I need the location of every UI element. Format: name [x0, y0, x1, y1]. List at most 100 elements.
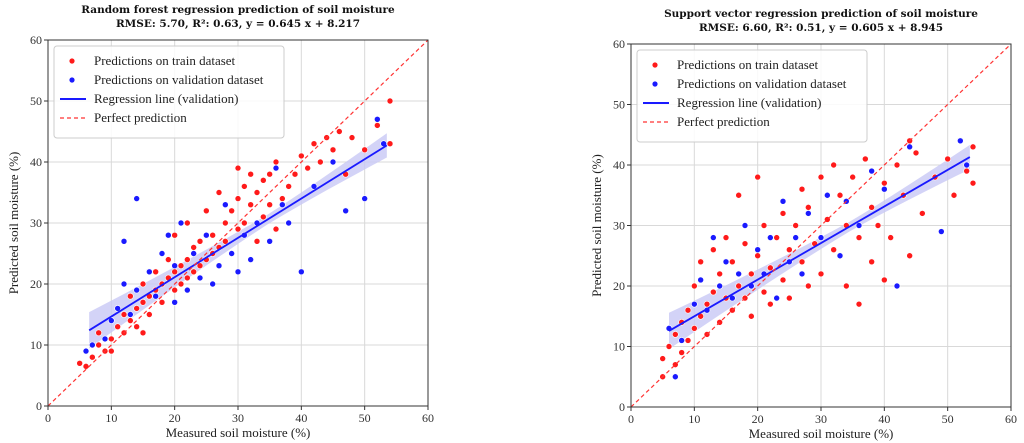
x-tick-label: 10	[105, 411, 117, 425]
train-point	[272, 158, 280, 166]
y-tick-label: 60	[30, 33, 42, 47]
train-point	[672, 331, 679, 338]
x-tick-label: 20	[752, 412, 764, 426]
validation-point	[342, 207, 349, 215]
chart-2: Support vector regression prediction of …	[589, 8, 1017, 441]
train-point	[266, 170, 273, 178]
train-point	[114, 323, 121, 331]
train-point	[127, 317, 134, 324]
train-point	[665, 343, 673, 350]
train-point	[203, 207, 210, 215]
train-point	[310, 140, 318, 147]
train-point	[862, 155, 869, 163]
train-point	[887, 234, 894, 241]
validation-point	[222, 201, 229, 208]
train-point	[272, 225, 280, 233]
train-point	[691, 282, 698, 290]
train-point	[165, 256, 172, 263]
train-point	[361, 146, 368, 154]
validation-point	[710, 234, 717, 241]
y-tick-label: 20	[30, 277, 42, 291]
train-point	[260, 177, 267, 184]
validation-point	[678, 337, 685, 344]
train-point	[779, 276, 787, 284]
train-point	[893, 161, 901, 169]
x-axis-label: Measured soil moisture (%)	[749, 426, 894, 441]
train-points	[659, 137, 977, 381]
train-point	[710, 288, 717, 296]
legend-label: Perfect prediction	[677, 114, 770, 129]
train-point	[817, 270, 825, 278]
train-point	[963, 167, 970, 175]
train-point	[190, 268, 197, 276]
train-point	[386, 97, 394, 105]
y-tick-label: 40	[30, 155, 42, 169]
x-tick-label: 30	[232, 411, 244, 425]
validation-point	[836, 252, 844, 260]
y-axis-label: Predicted soil moisture (%)	[6, 152, 21, 295]
train-point	[171, 268, 178, 276]
validation-point	[798, 270, 806, 278]
validation-point	[957, 137, 964, 145]
train-point	[152, 268, 159, 276]
train-point	[304, 164, 311, 172]
validation-point	[190, 250, 197, 257]
train-point	[912, 149, 920, 157]
validation-point	[691, 300, 698, 308]
train-point	[386, 140, 394, 147]
y-tick-label: 40	[613, 158, 625, 172]
validation-point	[881, 185, 888, 193]
train-point	[830, 246, 837, 253]
train-point	[184, 256, 191, 263]
y-tick-label: 20	[613, 279, 625, 293]
validation-point	[266, 238, 273, 245]
train-point	[659, 355, 666, 362]
train-point	[253, 238, 261, 245]
train-point	[849, 173, 856, 181]
x-tick-label: 30	[815, 412, 827, 426]
plot-frame	[47, 39, 429, 407]
validation-point	[767, 234, 774, 241]
train-point	[950, 191, 958, 199]
train-point	[228, 207, 235, 215]
train-point	[969, 143, 977, 151]
validation-points	[82, 116, 387, 355]
validation-point	[152, 292, 159, 300]
train-point	[710, 246, 717, 253]
chart-subtitle: RMSE: 6.60, R²: 0.51, y = 0.605 x + 8.94…	[699, 22, 943, 34]
validation-point	[215, 262, 223, 270]
validation-point	[120, 238, 128, 245]
train-point	[133, 305, 140, 312]
train-point	[798, 185, 806, 193]
train-point	[190, 244, 197, 251]
train-point	[722, 234, 730, 241]
x-tick-label: 0	[628, 412, 634, 426]
train-point	[881, 179, 888, 187]
train-point	[298, 152, 305, 160]
legend-train-marker	[69, 58, 75, 64]
train-point	[830, 161, 837, 169]
train-point	[868, 258, 875, 266]
train-point	[374, 122, 381, 129]
validation-point	[716, 282, 723, 290]
validation-point	[177, 219, 185, 227]
legend-train-marker	[652, 62, 658, 68]
y-tick-label: 30	[30, 216, 42, 230]
validation-point	[773, 294, 780, 302]
train-point	[127, 292, 134, 300]
validation-point	[792, 234, 799, 241]
validation-point	[374, 116, 381, 123]
validation-point	[184, 286, 191, 294]
y-tick-label: 10	[30, 338, 42, 352]
regression-line	[88, 144, 388, 332]
train-point	[95, 341, 102, 349]
train-point	[234, 164, 242, 172]
validation-point	[722, 258, 730, 266]
train-point	[716, 270, 723, 278]
train-point	[779, 210, 787, 217]
train-point	[222, 238, 229, 245]
y-tick-label: 50	[613, 98, 625, 112]
train-point	[336, 128, 343, 135]
train-point	[317, 158, 324, 166]
regression-line	[668, 156, 971, 332]
